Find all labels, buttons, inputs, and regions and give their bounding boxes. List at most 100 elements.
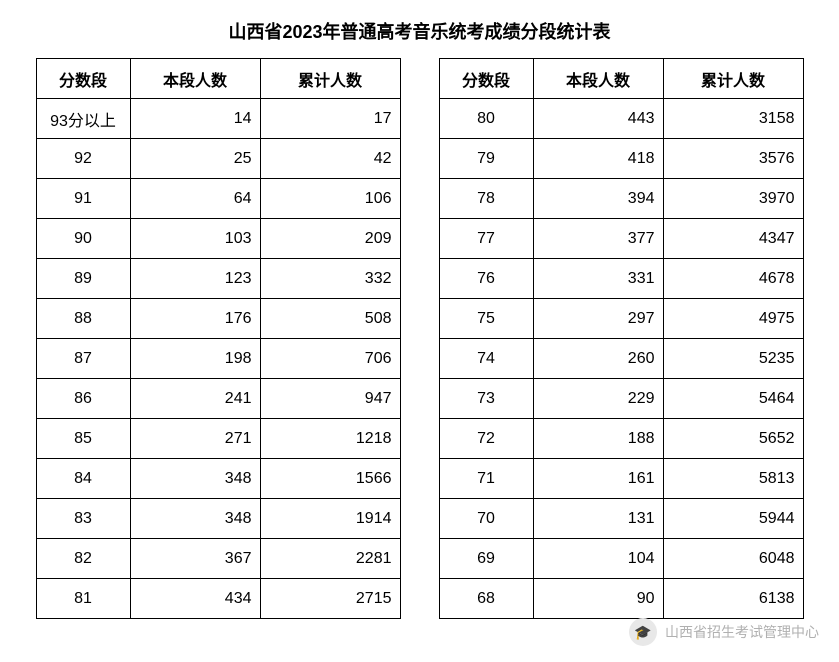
cell-score: 74 [439,339,533,379]
cell-cumulative: 332 [260,259,400,299]
table-row: 701315944 [439,499,803,539]
cell-score: 81 [36,579,130,619]
cell-cumulative: 2281 [260,539,400,579]
table-row: 86241947 [36,379,400,419]
cell-cumulative: 2715 [260,579,400,619]
cell-cumulative: 4678 [663,259,803,299]
table-row: 88176508 [36,299,400,339]
table-header-row: 分数段 本段人数 累计人数 [36,59,400,99]
table-row: 804433158 [439,99,803,139]
cell-count: 176 [130,299,260,339]
table-row: 752974975 [439,299,803,339]
table-row: 763314678 [439,259,803,299]
cell-score: 82 [36,539,130,579]
table-row: 68906138 [439,579,803,619]
table-row: 9164106 [36,179,400,219]
col-header-score: 分数段 [439,59,533,99]
cell-score: 68 [439,579,533,619]
page-title: 山西省2023年普通高考音乐统考成绩分段统计表 [0,0,839,58]
cell-count: 271 [130,419,260,459]
cell-cumulative: 1218 [260,419,400,459]
cell-score: 69 [439,539,533,579]
cell-cumulative: 4347 [663,219,803,259]
table-row: 721885652 [439,419,803,459]
cell-count: 25 [130,139,260,179]
table-row: 823672281 [36,539,400,579]
cell-cumulative: 42 [260,139,400,179]
cell-count: 198 [130,339,260,379]
table-row: 794183576 [439,139,803,179]
cell-cumulative: 6138 [663,579,803,619]
cell-score: 91 [36,179,130,219]
cell-score: 75 [439,299,533,339]
cell-count: 14 [130,99,260,139]
cell-cumulative: 4975 [663,299,803,339]
cell-count: 188 [533,419,663,459]
table-row: 783943970 [439,179,803,219]
cell-cumulative: 5464 [663,379,803,419]
cell-score: 90 [36,219,130,259]
cell-count: 443 [533,99,663,139]
cell-count: 90 [533,579,663,619]
cell-score: 78 [439,179,533,219]
cell-count: 348 [130,499,260,539]
cell-cumulative: 6048 [663,539,803,579]
watermark-avatar-icon: 🎓 [629,618,657,646]
col-header-count: 本段人数 [130,59,260,99]
cell-score: 77 [439,219,533,259]
table-row: 691046048 [439,539,803,579]
cell-count: 229 [533,379,663,419]
watermark: 🎓 山西省招生考试管理中心 [629,618,819,646]
cell-cumulative: 1914 [260,499,400,539]
cell-score: 72 [439,419,533,459]
cell-cumulative: 3970 [663,179,803,219]
cell-count: 241 [130,379,260,419]
cell-cumulative: 209 [260,219,400,259]
cell-count: 377 [533,219,663,259]
cell-cumulative: 1566 [260,459,400,499]
cell-score: 92 [36,139,130,179]
cell-count: 331 [533,259,663,299]
cell-cumulative: 5813 [663,459,803,499]
col-header-score: 分数段 [36,59,130,99]
table-row: 922542 [36,139,400,179]
table-row: 773774347 [439,219,803,259]
cell-score: 88 [36,299,130,339]
cell-count: 418 [533,139,663,179]
table-row: 814342715 [36,579,400,619]
table-row: 852711218 [36,419,400,459]
cell-cumulative: 106 [260,179,400,219]
tables-container: 分数段 本段人数 累计人数 93分以上141792254291641069010… [0,58,839,619]
cell-score: 83 [36,499,130,539]
table-row: 732295464 [439,379,803,419]
cell-cumulative: 5944 [663,499,803,539]
table-row: 742605235 [439,339,803,379]
cell-count: 260 [533,339,663,379]
cell-count: 434 [130,579,260,619]
table-row: 89123332 [36,259,400,299]
col-header-cumulative: 累计人数 [260,59,400,99]
table-row: 87198706 [36,339,400,379]
cell-score: 85 [36,419,130,459]
col-header-cumulative: 累计人数 [663,59,803,99]
cell-cumulative: 947 [260,379,400,419]
cell-score: 89 [36,259,130,299]
cell-cumulative: 706 [260,339,400,379]
score-table-left: 分数段 本段人数 累计人数 93分以上1417922542916410690 10… [36,58,401,619]
cell-score: 87 [36,339,130,379]
watermark-text: 山西省招生考试管理中心 [665,622,819,642]
cell-score: 93分以上 [36,99,130,139]
cell-count: 161 [533,459,663,499]
cell-cumulative: 5235 [663,339,803,379]
cell-score: 76 [439,259,533,299]
score-table-right: 分数段 本段人数 累计人数 80443315879418357678394397… [439,58,804,619]
cell-score: 79 [439,139,533,179]
cell-count: 123 [130,259,260,299]
table-row: 93分以上1417 [36,99,400,139]
cell-cumulative: 3576 [663,139,803,179]
cell-score: 73 [439,379,533,419]
cell-count: 131 [533,499,663,539]
cell-cumulative: 508 [260,299,400,339]
cell-score: 71 [439,459,533,499]
cell-count: 394 [533,179,663,219]
